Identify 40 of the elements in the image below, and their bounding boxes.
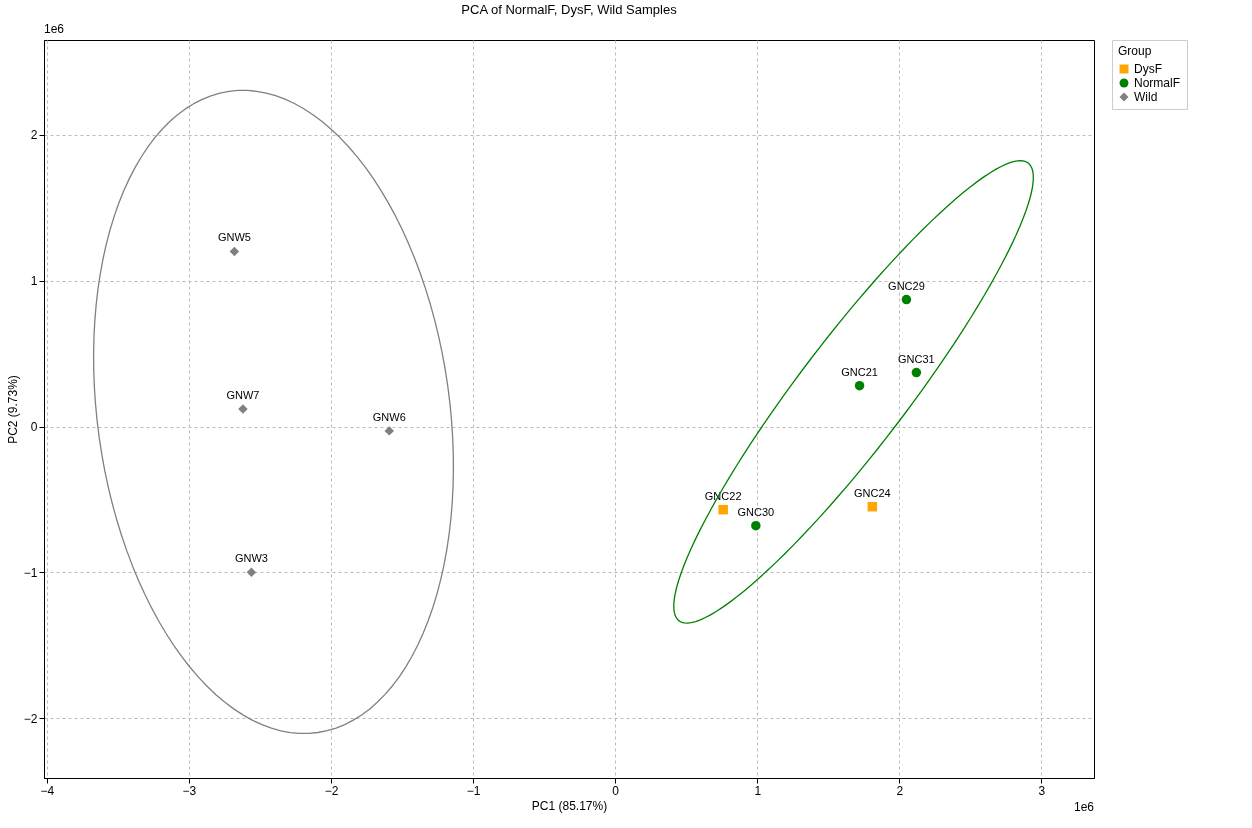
text: 1e6: [44, 22, 65, 36]
y-tick-label: 0: [30, 420, 38, 434]
point: [229, 246, 240, 257]
point: [867, 501, 878, 512]
legend-label: DysF: [1134, 62, 1162, 76]
data-label: GNW3: [234, 552, 268, 565]
point: [718, 504, 728, 515]
point: [246, 567, 257, 578]
y-tick-label: −2: [23, 711, 38, 726]
x-tick-label: 1: [754, 783, 762, 798]
x-tick-label: 2: [896, 783, 904, 798]
x-tick-label: −4: [40, 783, 55, 798]
data-label: GNC29: [888, 279, 925, 292]
data-label: GNC30: [737, 505, 775, 518]
y-axis-title: PC2 (9.73%): [5, 375, 20, 444]
chart-title: PCA of NormalF, DysF, Wild Samples: [461, 2, 678, 17]
data-label: GNW7: [226, 389, 260, 401]
text: 1e6: [1073, 800, 1095, 814]
point: [911, 367, 922, 378]
y-tick-label: 1: [30, 274, 38, 289]
point: [901, 294, 912, 305]
legend-title: Group: [1118, 44, 1152, 58]
point: [751, 520, 761, 531]
x-tick-label: 3: [1038, 783, 1046, 798]
data-label: GNC21: [841, 365, 878, 378]
data-label: GNC31: [898, 352, 935, 365]
x-axis-title: PC1 (85.17%): [531, 798, 608, 813]
data-label: GNC24: [854, 486, 891, 499]
y-tick-label: −1: [23, 565, 38, 580]
x-tick-label: −1: [466, 783, 481, 798]
x-tick-label: −2: [324, 783, 339, 798]
data-label: GNW6: [372, 410, 406, 423]
x-tick-label: −3: [182, 783, 197, 798]
point: [384, 426, 395, 436]
y-tick-label: 2: [30, 128, 38, 143]
point: [854, 380, 865, 391]
data-label: GNW5: [217, 231, 251, 244]
legend-label: NormalF: [1134, 76, 1181, 90]
x-tick-label: 0: [612, 783, 620, 798]
legend-label: Wild: [1134, 90, 1158, 104]
